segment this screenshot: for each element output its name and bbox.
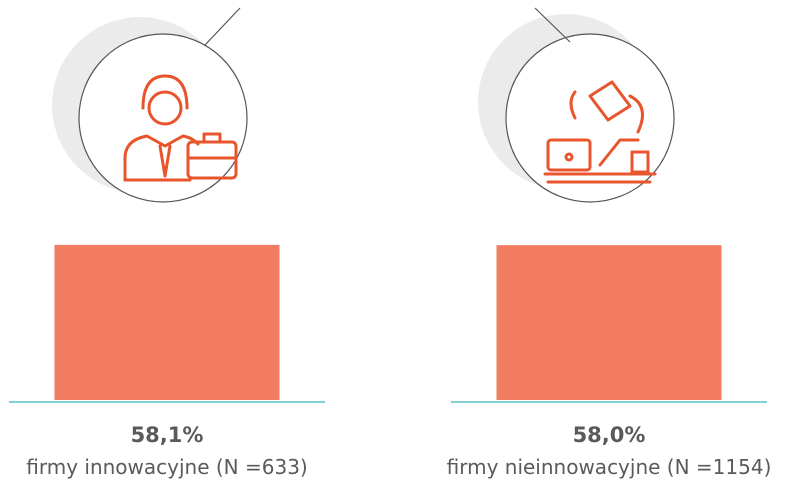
icon-non-innovative: [478, 7, 675, 203]
value-label: 58,0%: [573, 423, 646, 447]
icon-pointer: [534, 7, 571, 43]
icon-circle: [78, 33, 248, 203]
bar: [496, 245, 722, 400]
businessman-icon: [123, 74, 238, 182]
icon-circle: [505, 33, 675, 203]
worker-icon: [543, 80, 657, 184]
value-label: 58,1%: [131, 423, 204, 447]
icon-pointer: [204, 7, 241, 46]
bar: [54, 244, 280, 400]
category-label: firmy nieinnowacyjne (N =1154): [447, 455, 772, 479]
category-label: firmy innowacyjne (N =633): [26, 455, 307, 479]
icon-innovative: [52, 7, 248, 203]
